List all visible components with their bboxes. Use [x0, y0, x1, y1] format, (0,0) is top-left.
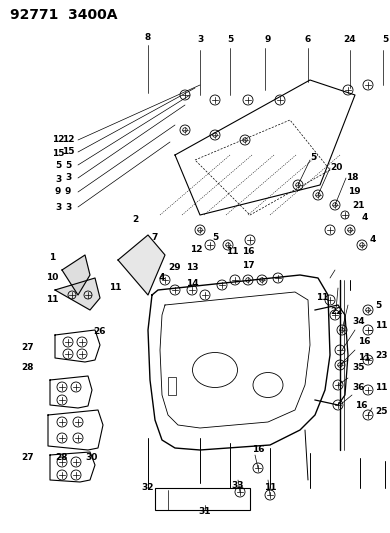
Text: 4: 4 — [370, 236, 376, 245]
Text: 21: 21 — [352, 200, 365, 209]
Text: 28: 28 — [22, 364, 34, 373]
Text: 9: 9 — [55, 188, 61, 197]
Text: 14: 14 — [186, 279, 198, 287]
Text: 16: 16 — [355, 400, 367, 409]
Text: 7: 7 — [152, 233, 158, 243]
Text: 26: 26 — [94, 327, 106, 336]
Text: 30: 30 — [86, 454, 98, 463]
Text: 23: 23 — [375, 351, 388, 359]
Polygon shape — [55, 278, 100, 310]
Text: 4: 4 — [362, 214, 369, 222]
Text: 13: 13 — [186, 263, 198, 272]
Text: 3: 3 — [55, 203, 61, 212]
Text: 18: 18 — [346, 174, 358, 182]
Text: 11: 11 — [358, 353, 370, 362]
Text: 11: 11 — [46, 295, 58, 304]
Text: 3: 3 — [65, 203, 71, 212]
Text: 3: 3 — [55, 174, 61, 183]
Text: 5: 5 — [310, 154, 316, 163]
Text: 29: 29 — [169, 263, 181, 272]
Text: 32: 32 — [142, 483, 154, 492]
Text: 11: 11 — [375, 320, 388, 329]
Text: 16: 16 — [358, 337, 370, 346]
Text: 11: 11 — [316, 294, 328, 303]
Text: 11: 11 — [226, 247, 238, 256]
Text: 5: 5 — [375, 301, 381, 310]
Text: 34: 34 — [352, 318, 365, 327]
Text: 24: 24 — [344, 36, 356, 44]
Text: 92771  3400A: 92771 3400A — [10, 8, 117, 22]
Text: 12: 12 — [190, 246, 202, 254]
Text: 1: 1 — [49, 254, 55, 262]
Text: 12: 12 — [62, 135, 74, 144]
Text: 27: 27 — [22, 343, 34, 352]
Text: 3: 3 — [197, 36, 203, 44]
Text: 9: 9 — [65, 188, 71, 197]
Text: 27: 27 — [22, 454, 34, 463]
Text: 35: 35 — [352, 364, 365, 373]
Text: 33: 33 — [232, 481, 244, 489]
Text: 15: 15 — [52, 149, 64, 157]
Text: 17: 17 — [242, 261, 254, 270]
Text: 2: 2 — [132, 215, 138, 224]
Text: 20: 20 — [330, 164, 342, 173]
Text: 11: 11 — [375, 384, 388, 392]
Text: 5: 5 — [212, 233, 218, 243]
Text: 5: 5 — [65, 160, 71, 169]
Text: 5: 5 — [55, 161, 61, 171]
Polygon shape — [62, 255, 90, 295]
Text: 25: 25 — [375, 408, 388, 416]
Text: 4: 4 — [159, 273, 165, 282]
Bar — [155, 488, 250, 510]
Text: 3: 3 — [65, 174, 71, 182]
Text: 5: 5 — [382, 36, 388, 44]
Text: 16: 16 — [242, 247, 254, 256]
Text: 19: 19 — [348, 188, 361, 197]
Text: 6: 6 — [305, 36, 311, 44]
Bar — [168, 377, 176, 395]
Text: 8: 8 — [145, 34, 151, 43]
Text: 16: 16 — [252, 446, 264, 455]
Text: 22: 22 — [330, 308, 342, 317]
Text: 11: 11 — [109, 284, 121, 293]
Text: 5: 5 — [227, 36, 233, 44]
Text: 36: 36 — [352, 384, 365, 392]
Text: 15: 15 — [62, 148, 74, 157]
Text: 11: 11 — [264, 483, 276, 492]
Text: 12: 12 — [52, 135, 64, 144]
Text: 28: 28 — [56, 454, 68, 463]
Text: 10: 10 — [46, 273, 58, 282]
Polygon shape — [118, 235, 165, 295]
Text: 31: 31 — [199, 507, 211, 516]
Text: 9: 9 — [265, 36, 271, 44]
